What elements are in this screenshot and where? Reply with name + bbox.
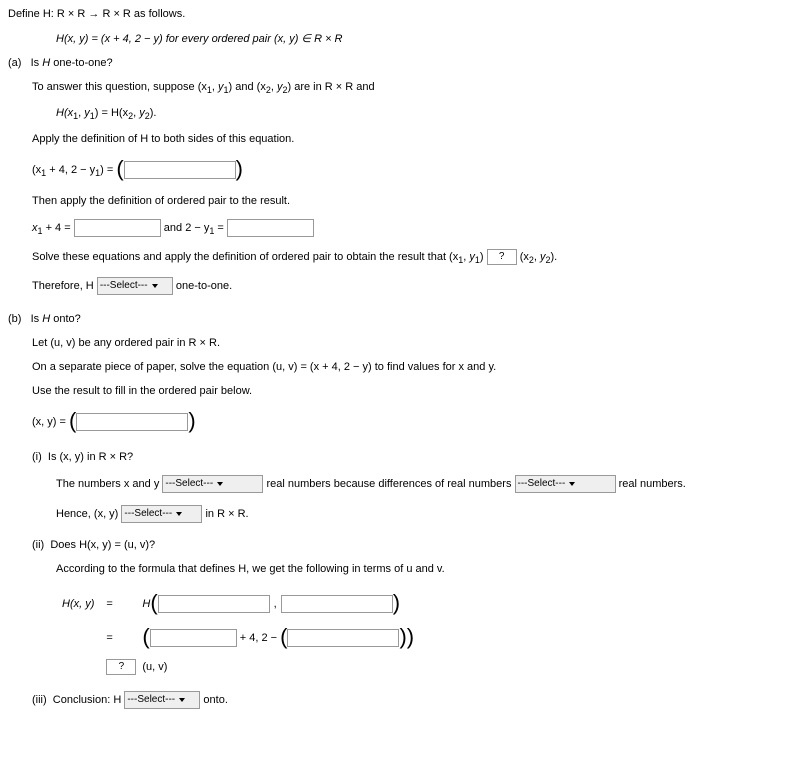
a-blank1[interactable] (124, 161, 236, 179)
a-then: Then apply the definition of ordered pai… (32, 195, 781, 207)
biii-select[interactable]: ---Select--- (124, 691, 200, 709)
a-solve: Solve these equations and apply the defi… (32, 249, 781, 265)
bii-blank3[interactable] (150, 629, 237, 647)
bi-select3[interactable]: ---Select--- (121, 505, 202, 523)
part-a-q: (a) Is H one-to-one? (8, 57, 781, 69)
defn-line: H(x, y) = (x + 4, 2 − y) for every order… (56, 32, 781, 45)
biii: (iii) Conclusion: H ---Select--- onto. (32, 691, 781, 709)
bi-select2[interactable]: ---Select--- (515, 475, 616, 493)
bi-hence: Hence, (x, y) ---Select--- in R × R. (56, 505, 781, 523)
b-use: Use the result to fill in the ordered pa… (32, 385, 781, 397)
a-rel-select[interactable]: ? (487, 249, 517, 265)
bii-q: (ii) Does H(x, y) = (u, v)? (32, 539, 781, 551)
b-let: Let (u, v) be any ordered pair in R × R. (32, 337, 781, 349)
bii-acc: According to the formula that defines H,… (56, 563, 781, 575)
bi-q: (i) Is (x, y) in R × R? (32, 451, 781, 463)
b-xy: (x, y) = () (32, 409, 781, 435)
b-xy-blank[interactable] (76, 413, 188, 431)
bii-blank4[interactable] (287, 629, 399, 647)
bii-eqblock: H(x, y) = H(,) = ( + 4, 2 − ()) ? (u, v) (56, 587, 781, 679)
a-select[interactable]: ---Select--- (97, 277, 173, 295)
define-line: Define H: R × R → R × R as follows. (8, 8, 781, 20)
bii-blank1[interactable] (158, 595, 270, 613)
bi-select1[interactable]: ---Select--- (162, 475, 263, 493)
part-b-q: (b) Is H onto? (8, 313, 781, 325)
a-apply: Apply the definition of H to both sides … (32, 133, 781, 145)
a-intro: To answer this question, suppose (x1, y1… (32, 81, 781, 95)
a-blank2[interactable] (74, 219, 161, 237)
bi-line1: The numbers x and y ---Select--- real nu… (56, 475, 781, 493)
a-eq1: (x1 + 4, 2 − y1) = () (32, 157, 781, 183)
defn-text: H(x, y) = (x + 4, 2 − y) for every order… (56, 33, 343, 45)
a-therefore: Therefore, H ---Select--- one-to-one. (32, 277, 781, 295)
a-eqline: H(x1, y1) = H(x2, y2). (56, 107, 781, 121)
b-sep: On a separate piece of paper, solve the … (32, 361, 781, 373)
bii-rel-select[interactable]: ? (106, 659, 136, 675)
a-eq2: x1 + 4 = and 2 − y1 = (32, 219, 781, 237)
a-blank3[interactable] (227, 219, 314, 237)
bii-blank2[interactable] (281, 595, 393, 613)
a-label: (a) (8, 57, 21, 69)
b-label: (b) (8, 313, 21, 325)
